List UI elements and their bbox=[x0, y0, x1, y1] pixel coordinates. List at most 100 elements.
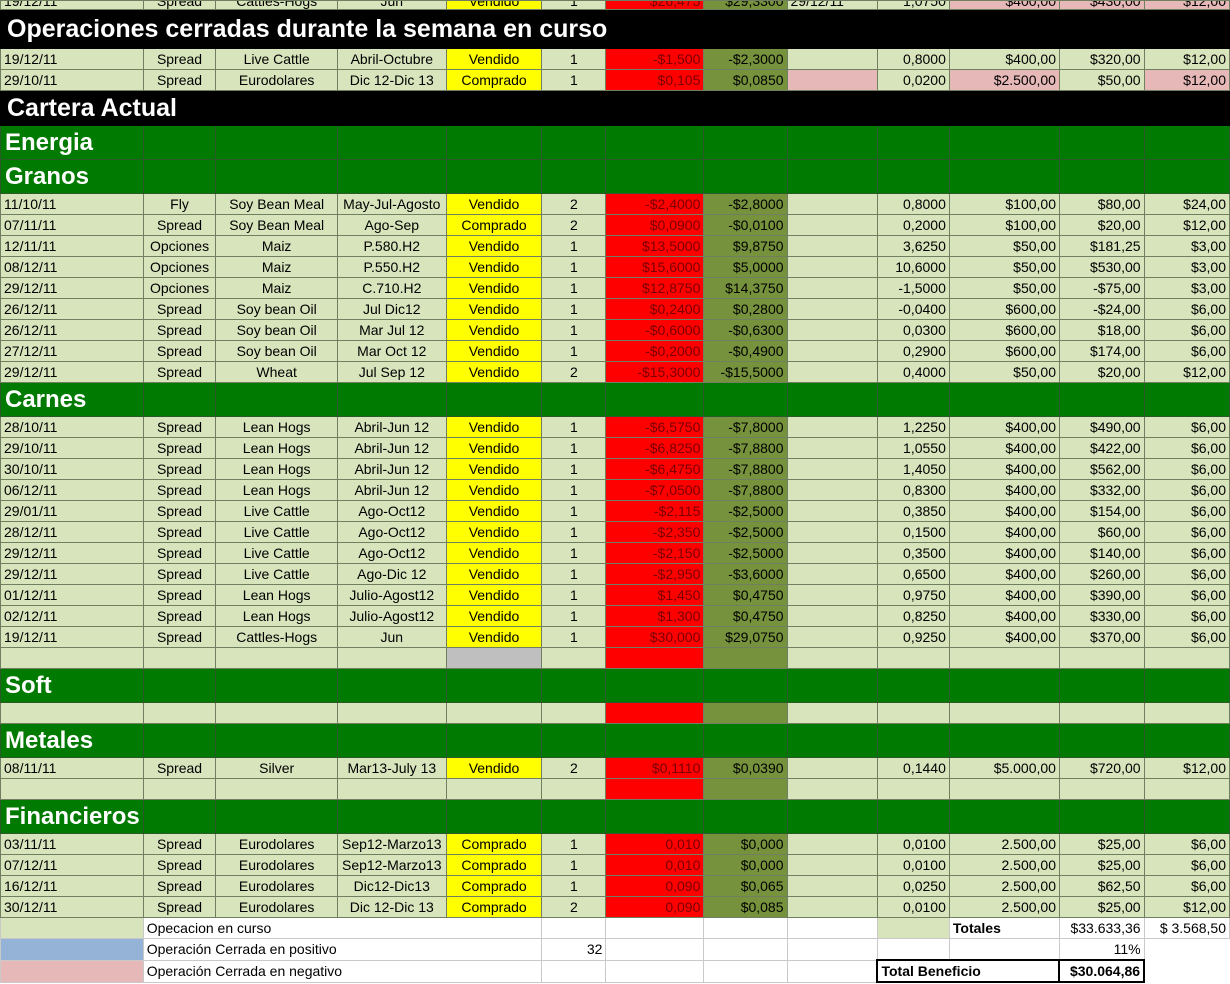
section-cell[interactable] bbox=[445, 159, 543, 194]
empty-cell[interactable] bbox=[0, 778, 144, 800]
section-cell[interactable] bbox=[215, 382, 339, 417]
section-cell[interactable] bbox=[541, 159, 607, 194]
section-cell[interactable] bbox=[1143, 799, 1230, 834]
section-cell[interactable] bbox=[445, 799, 543, 834]
diff-cell[interactable]: 0,3850 bbox=[876, 500, 950, 522]
date-cell[interactable]: 26/12/11 bbox=[0, 319, 144, 341]
type-cell[interactable]: Spread bbox=[142, 896, 217, 918]
legend-cell[interactable] bbox=[786, 917, 878, 939]
commission-cell[interactable]: $6,00 bbox=[1143, 319, 1230, 341]
side-cell[interactable]: Vendido bbox=[445, 416, 543, 438]
carnes-row[interactable]: 19/12/11 Spread Cattles-Hogs Jun Vendido 1 $30… bbox=[0, 626, 1230, 648]
granos-row[interactable]: 29/12/11 Spread Wheat Jul Sep 12 Vendido 2 -$1… bbox=[0, 361, 1230, 383]
section-cell[interactable] bbox=[142, 159, 217, 194]
profit-cell[interactable]: $330,00 bbox=[1058, 605, 1145, 627]
section-cell[interactable] bbox=[703, 799, 788, 834]
multiplier-cell[interactable]: $400,00 bbox=[948, 542, 1060, 564]
date-cell[interactable]: 08/12/11 bbox=[0, 256, 144, 278]
section-cell[interactable] bbox=[541, 125, 607, 160]
granos-row[interactable]: 07/11/11 Spread Soy Bean Meal Ago-Sep Compra… bbox=[0, 214, 1230, 236]
profit-cell[interactable]: $25,00 bbox=[1058, 833, 1145, 855]
profit-cell[interactable]: $20,00 bbox=[1058, 361, 1145, 383]
profit-cell[interactable]: $50,00 bbox=[1058, 69, 1145, 91]
granos-row[interactable]: 11/10/11 Fly Soy Bean Meal May-Jul-Agosto Ve… bbox=[0, 193, 1230, 215]
entry-cell[interactable]: $0,105 bbox=[605, 69, 705, 91]
legend-cell[interactable] bbox=[605, 938, 705, 961]
current-cell[interactable]: $0,0390 bbox=[703, 757, 788, 779]
product-cell[interactable]: Soy Bean Meal bbox=[215, 214, 339, 236]
close-date-cell[interactable] bbox=[786, 757, 878, 779]
side-cell[interactable]: Comprado bbox=[445, 214, 543, 236]
side-cell[interactable]: Comprado bbox=[445, 854, 543, 876]
product-cell[interactable]: Lean Hogs bbox=[215, 416, 339, 438]
type-cell[interactable]: Spread bbox=[142, 500, 217, 522]
legend-cell[interactable] bbox=[948, 938, 1060, 961]
partial-cell[interactable]: $29,3300 bbox=[703, 0, 788, 10]
legend-cell[interactable] bbox=[786, 959, 878, 983]
contract-cell[interactable]: C.710.H2 bbox=[337, 277, 447, 299]
empty-cell[interactable] bbox=[703, 702, 788, 724]
qty-cell[interactable]: 1 bbox=[541, 854, 607, 876]
section-cell[interactable] bbox=[215, 799, 339, 834]
section-cell[interactable] bbox=[876, 799, 950, 834]
current-cell[interactable]: $0,4750 bbox=[703, 584, 788, 606]
side-cell[interactable]: Vendido bbox=[445, 277, 543, 299]
section-cell[interactable] bbox=[445, 125, 543, 160]
entry-cell[interactable]: $30,000 bbox=[605, 626, 705, 648]
section-cell[interactable] bbox=[1058, 125, 1145, 160]
qty-cell[interactable]: 1 bbox=[541, 319, 607, 341]
current-cell[interactable]: $0,4750 bbox=[703, 605, 788, 627]
close-date-cell[interactable] bbox=[786, 563, 878, 585]
section-cell[interactable] bbox=[1143, 723, 1230, 758]
entry-cell[interactable]: 0,090 bbox=[605, 896, 705, 918]
product-cell[interactable]: Live Cattle bbox=[215, 563, 339, 585]
section-cell[interactable] bbox=[948, 159, 1060, 194]
qty-cell[interactable]: 1 bbox=[541, 277, 607, 299]
close-date-cell[interactable] bbox=[786, 437, 878, 459]
empty-cell[interactable] bbox=[703, 778, 788, 800]
section-cell[interactable] bbox=[786, 125, 878, 160]
commission-cell[interactable]: $12,00 bbox=[1143, 69, 1230, 91]
multiplier-cell[interactable]: $400,00 bbox=[948, 626, 1060, 648]
date-cell[interactable]: 29/01/11 bbox=[0, 500, 144, 522]
entry-cell[interactable]: -$6,4750 bbox=[605, 458, 705, 480]
diff-cell[interactable]: 0,8250 bbox=[876, 605, 950, 627]
commission-cell[interactable]: $3,00 bbox=[1143, 256, 1230, 278]
close-date-cell[interactable] bbox=[786, 875, 878, 897]
partial-cell[interactable]: 1,0750 bbox=[876, 0, 950, 10]
qty-cell[interactable]: 1 bbox=[541, 437, 607, 459]
contract-cell[interactable]: Ago-Dic 12 bbox=[337, 563, 447, 585]
diff-cell[interactable]: 0,3500 bbox=[876, 542, 950, 564]
current-cell[interactable]: $0,000 bbox=[703, 854, 788, 876]
contract-cell[interactable]: P.550.H2 bbox=[337, 256, 447, 278]
close-date-cell[interactable] bbox=[786, 854, 878, 876]
type-cell[interactable]: Spread bbox=[142, 69, 217, 91]
product-cell[interactable]: Eurodolares bbox=[215, 833, 339, 855]
commission-cell[interactable]: $6,00 bbox=[1143, 563, 1230, 585]
contract-cell[interactable]: Sep12-Marzo13 bbox=[337, 854, 447, 876]
section-cell[interactable] bbox=[1143, 382, 1230, 417]
product-cell[interactable]: Soy bean Oil bbox=[215, 298, 339, 320]
diff-cell[interactable]: 0,0200 bbox=[876, 69, 950, 91]
diff-cell[interactable]: 0,0300 bbox=[876, 319, 950, 341]
multiplier-cell[interactable]: $2.500,00 bbox=[948, 69, 1060, 91]
type-cell[interactable]: Spread bbox=[142, 479, 217, 501]
diff-cell[interactable]: 0,2900 bbox=[876, 340, 950, 362]
multiplier-cell[interactable]: $50,00 bbox=[948, 256, 1060, 278]
section-cell[interactable] bbox=[1058, 723, 1145, 758]
close-date-cell[interactable] bbox=[786, 193, 878, 215]
date-cell[interactable]: 12/11/11 bbox=[0, 235, 144, 257]
profit-cell[interactable]: $18,00 bbox=[1058, 319, 1145, 341]
contract-cell[interactable]: P.580.H2 bbox=[337, 235, 447, 257]
side-cell[interactable]: Vendido bbox=[445, 361, 543, 383]
close-date-cell[interactable] bbox=[786, 479, 878, 501]
section-cell[interactable] bbox=[948, 125, 1060, 160]
close-date-cell[interactable] bbox=[786, 416, 878, 438]
empty-cell[interactable] bbox=[605, 647, 705, 669]
commission-cell[interactable]: $3,00 bbox=[1143, 235, 1230, 257]
type-cell[interactable]: Spread bbox=[142, 340, 217, 362]
qty-cell[interactable]: 1 bbox=[541, 479, 607, 501]
multiplier-cell[interactable]: 2.500,00 bbox=[948, 896, 1060, 918]
empty-cell[interactable] bbox=[142, 702, 217, 724]
granos-row[interactable]: 29/12/11 Opciones Maiz C.710.H2 Vendido 1 $12,… bbox=[0, 277, 1230, 299]
